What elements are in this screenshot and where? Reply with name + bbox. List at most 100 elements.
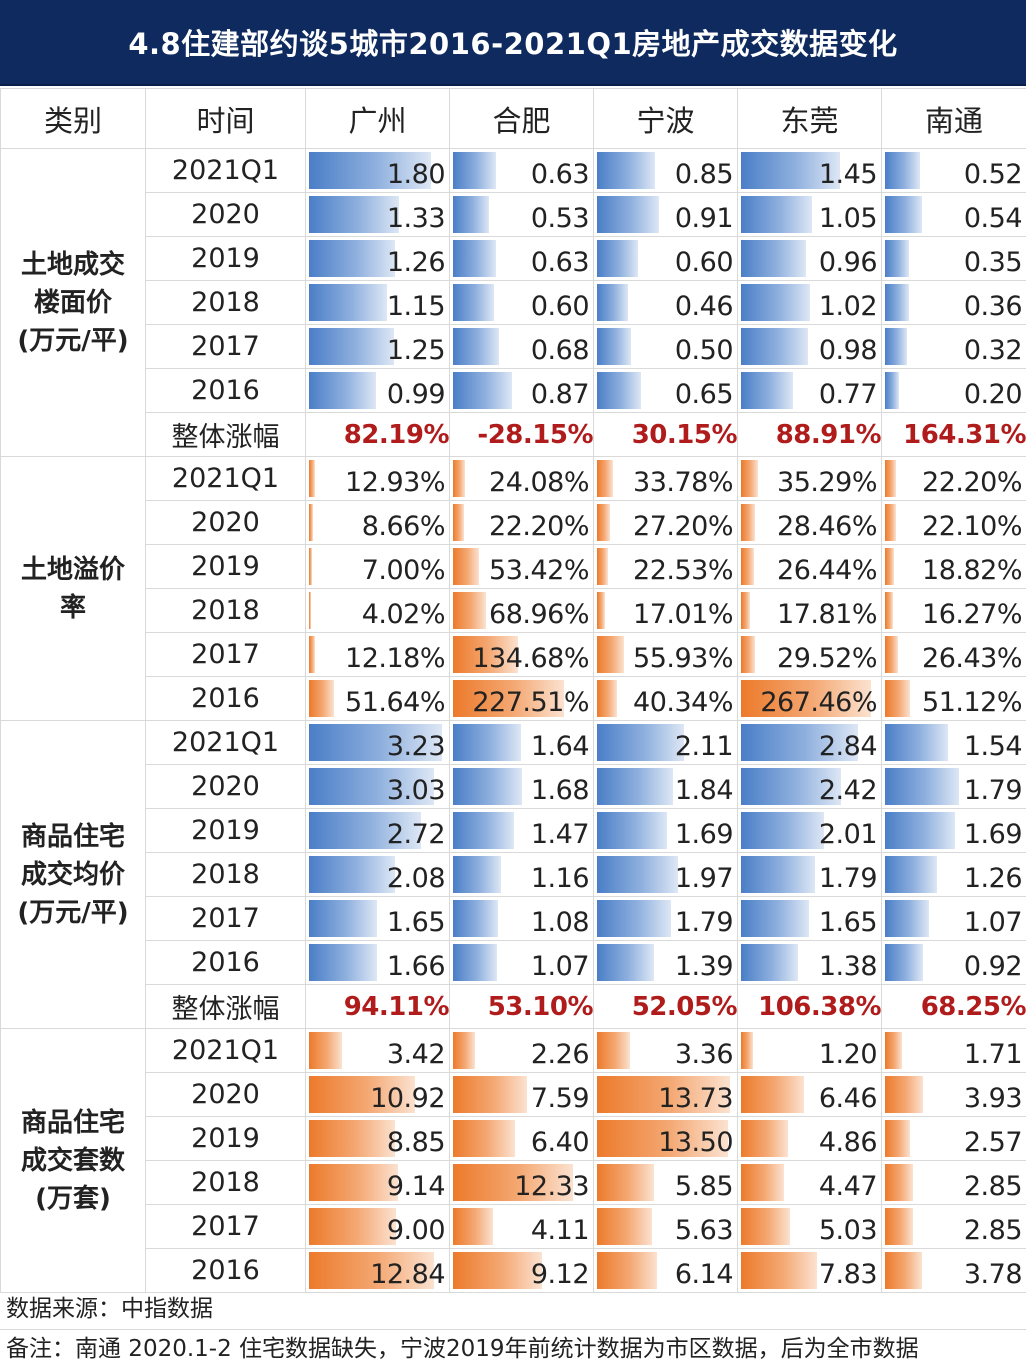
value-label: 2.85 [963, 1171, 1023, 1202]
value-cell: 9.14 [305, 1160, 450, 1205]
data-table: 类别 时间 广州 合肥 宁波 东莞 南通 土地成交 楼面价 (万元/平) 2021… [0, 88, 1026, 1293]
value-label: 3.93 [963, 1083, 1023, 1114]
value-bar [741, 592, 750, 629]
value-label: 1.02 [818, 291, 878, 322]
value-bar [741, 460, 759, 497]
value-cell: 1.68 [449, 764, 594, 809]
value-cell: 55.93% [593, 632, 738, 677]
value-bar [597, 548, 608, 585]
value-bar [309, 548, 313, 585]
value-cell: 1.69 [593, 808, 738, 853]
value-bar [597, 680, 617, 717]
value-label: 1.69 [674, 819, 734, 850]
value-bar [453, 152, 496, 189]
growth-row: 整体涨幅 94.11% 53.10% 52.05% 106.38% 68.25% [1, 984, 1026, 1029]
value-cell: 3.23 [305, 720, 450, 765]
value-bar [453, 1164, 573, 1201]
value-label: 18.82% [922, 555, 1022, 586]
header-city: 宁波 [593, 88, 738, 149]
value-label: 22.20% [489, 511, 589, 542]
value-bar [597, 944, 655, 981]
value-label: 0.46 [674, 291, 734, 322]
value-cell: 0.92 [881, 940, 1026, 985]
period-label: 2018 [145, 588, 306, 633]
value-bar [453, 856, 501, 893]
header-category: 类别 [0, 88, 146, 149]
value-cell: 3.93 [881, 1072, 1026, 1117]
header-row: 类别 时间 广州 合肥 宁波 东莞 南通 [0, 88, 1026, 149]
value-label: 1.47 [530, 819, 590, 850]
value-bar [885, 768, 959, 805]
value-bar [741, 240, 807, 277]
value-bar [309, 1208, 397, 1245]
value-cell: 0.60 [449, 280, 594, 325]
growth-value: 30.15% [631, 419, 737, 450]
value-bar [597, 900, 671, 937]
value-cell: 3.42 [305, 1028, 450, 1073]
value-bar [741, 724, 859, 761]
growth-row: 整体涨幅 82.19% -28.15% 30.15% 88.91% 164.31% [1, 412, 1026, 457]
value-label: 6.40 [530, 1127, 590, 1158]
value-cell: 0.68 [449, 324, 594, 369]
value-bar [885, 240, 909, 277]
value-label: 1.79 [674, 907, 734, 938]
value-bar [885, 724, 949, 761]
value-cell: 51.12% [881, 676, 1026, 721]
value-cell: 22.20% [881, 456, 1026, 501]
value-label: 6.14 [674, 1259, 734, 1290]
value-bar [597, 856, 679, 893]
value-cell: 1.71 [881, 1028, 1026, 1073]
value-bar [309, 856, 395, 893]
growth-cell: 94.11% [305, 984, 450, 1029]
table-row: 2016 1.66 1.07 1.39 1.38 0.92 [1, 940, 1026, 985]
table-row: 2018 2.08 1.16 1.97 1.79 1.26 [1, 852, 1026, 897]
category-label: 商品住宅 成交套数 (万套) [0, 1028, 146, 1293]
value-bar [453, 548, 479, 585]
value-bar [309, 636, 315, 673]
value-label: 40.34% [633, 687, 733, 718]
value-label: 17.01% [633, 599, 733, 630]
value-cell: 5.03 [737, 1204, 882, 1249]
header-city: 南通 [881, 88, 1026, 149]
value-bar [885, 1120, 910, 1157]
value-bar [885, 328, 907, 365]
value-bar [453, 768, 523, 805]
value-label: 33.78% [633, 467, 733, 498]
period-label: 2021Q1 [145, 148, 306, 193]
value-label: 1.66 [386, 951, 446, 982]
growth-cell: -28.15% [449, 412, 594, 457]
value-bar [741, 504, 755, 541]
value-label: 0.54 [963, 203, 1023, 234]
value-cell: 26.44% [737, 544, 882, 589]
value-label: 1.33 [386, 203, 446, 234]
value-label: 4.86 [818, 1127, 878, 1158]
value-cell: 1.65 [305, 896, 450, 941]
value-label: 5.03 [818, 1215, 878, 1246]
value-cell: 1.16 [449, 852, 594, 897]
value-label: 6.46 [818, 1083, 878, 1114]
period-label: 2018 [145, 280, 306, 325]
category-label: 商品住宅 成交均价 (万元/平) [0, 720, 146, 1029]
value-label: 1.68 [530, 775, 590, 806]
value-label: 1.71 [963, 1039, 1023, 1070]
value-cell: 5.85 [593, 1160, 738, 1205]
value-bar [453, 372, 513, 409]
value-cell: 0.85 [593, 148, 738, 193]
value-label: 22.53% [633, 555, 733, 586]
value-label: 3.78 [963, 1259, 1023, 1290]
value-cell: 13.50 [593, 1116, 738, 1161]
value-cell: 1.39 [593, 940, 738, 985]
value-bar [597, 152, 655, 189]
value-cell: 35.29% [737, 456, 882, 501]
value-bar [309, 900, 377, 937]
value-label: 3.42 [386, 1039, 446, 1070]
value-label: 4.11 [530, 1215, 590, 1246]
table-row: 2017 1.65 1.08 1.79 1.65 1.07 [1, 896, 1026, 941]
value-bar [453, 460, 465, 497]
value-bar [597, 1032, 630, 1069]
growth-value: -28.15% [477, 419, 593, 450]
value-label: 9.00 [386, 1215, 446, 1246]
value-label: 1.16 [530, 863, 590, 894]
value-label: 7.83 [818, 1259, 878, 1290]
value-label: 22.10% [922, 511, 1022, 542]
